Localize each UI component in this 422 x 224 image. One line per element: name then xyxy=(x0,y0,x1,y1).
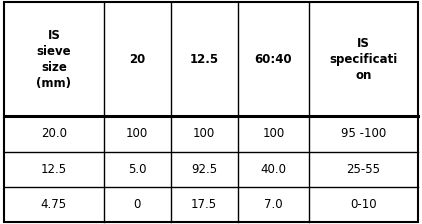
Text: 95 -100: 95 -100 xyxy=(341,127,386,140)
Text: 60:40: 60:40 xyxy=(254,53,292,66)
Text: 20: 20 xyxy=(129,53,145,66)
Text: 100: 100 xyxy=(126,127,148,140)
Text: IS
sieve
size
(mm): IS sieve size (mm) xyxy=(36,29,71,90)
Text: 12.5: 12.5 xyxy=(189,53,219,66)
Text: 5.0: 5.0 xyxy=(128,163,146,176)
Text: 0: 0 xyxy=(133,198,141,211)
Text: 4.75: 4.75 xyxy=(41,198,67,211)
Text: 0-10: 0-10 xyxy=(350,198,377,211)
Text: 7.0: 7.0 xyxy=(264,198,283,211)
Text: 20.0: 20.0 xyxy=(41,127,67,140)
Text: 40.0: 40.0 xyxy=(260,163,287,176)
Text: 100: 100 xyxy=(262,127,284,140)
Text: 12.5: 12.5 xyxy=(41,163,67,176)
Text: IS
specificati
on: IS specificati on xyxy=(329,37,398,82)
Text: 17.5: 17.5 xyxy=(191,198,217,211)
Text: 100: 100 xyxy=(193,127,215,140)
Text: 25-55: 25-55 xyxy=(346,163,381,176)
Text: 92.5: 92.5 xyxy=(191,163,217,176)
